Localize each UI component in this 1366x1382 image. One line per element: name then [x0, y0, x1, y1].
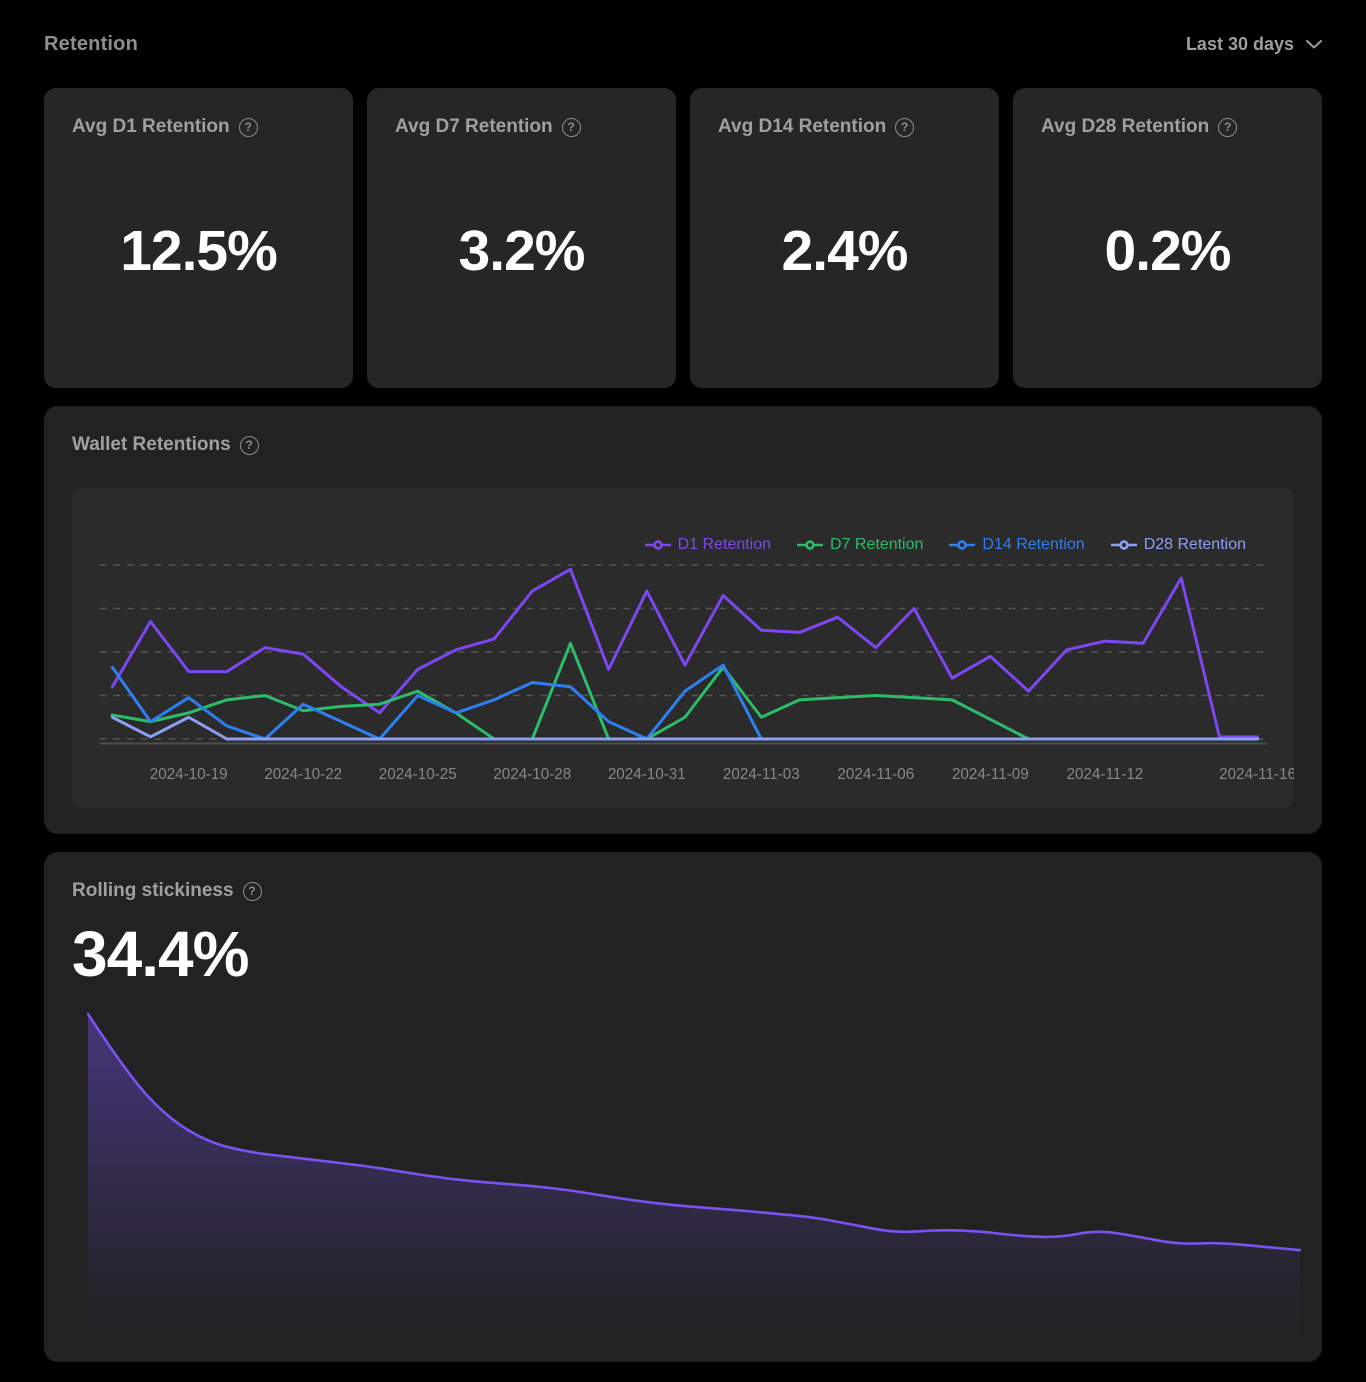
rolling-stickiness-chart-wrap: [72, 1006, 1302, 1341]
stat-card-value: 12.5%: [120, 219, 278, 283]
page-header: Retention Last 30 days: [44, 28, 1322, 60]
rolling-stickiness-section: Rolling stickiness ? 34.4%: [44, 852, 1322, 1362]
rolling-stickiness-plot[interactable]: [72, 1006, 1314, 1336]
wallet-retentions-section: Wallet Retentions ? D1 Retention D7 Reten…: [44, 406, 1322, 834]
help-icon[interactable]: ?: [242, 881, 262, 901]
legend-item[interactable]: D1 Retention: [644, 536, 772, 554]
stat-card-title: Avg D14 Retention: [718, 116, 887, 137]
stat-card-avg-d1-retention: Avg D1 Retention ? 12.5%: [44, 88, 353, 388]
stat-card-avg-d28-retention: Avg D28 Retention ? 0.2%: [1013, 88, 1322, 388]
legend-label: D1 Retention: [677, 536, 772, 553]
stat-card-avg-d7-retention: Avg D7 Retention ? 3.2%: [367, 88, 676, 388]
rolling-stickiness-title: Rolling stickiness: [72, 880, 234, 901]
legend-marker-icon: [644, 540, 671, 550]
svg-text:2024-10-25: 2024-10-25: [379, 766, 457, 783]
svg-text:2024-10-19: 2024-10-19: [150, 766, 228, 783]
stat-card-title: Avg D7 Retention: [395, 116, 553, 137]
wallet-retentions-title: Wallet Retentions: [72, 434, 231, 455]
legend-label: D7 Retention: [830, 536, 924, 553]
legend-marker-icon: [1110, 540, 1137, 550]
svg-text:2024-10-31: 2024-10-31: [608, 766, 686, 783]
svg-text:2024-11-16: 2024-11-16: [1219, 766, 1294, 783]
rolling-stickiness-value: 34.4%: [72, 918, 249, 990]
legend-marker-icon: [797, 540, 824, 550]
stat-card-value: 2.4%: [781, 219, 909, 283]
svg-text:2024-10-22: 2024-10-22: [264, 766, 342, 783]
stat-card-avg-d14-retention: Avg D14 Retention ? 2.4%: [690, 88, 999, 388]
legend-item[interactable]: D14 Retention: [949, 536, 1085, 554]
legend-item[interactable]: D28 Retention: [1110, 536, 1246, 554]
help-icon[interactable]: ?: [561, 117, 581, 137]
legend-marker-icon: [949, 540, 976, 550]
svg-text:2024-11-12: 2024-11-12: [1066, 766, 1143, 783]
date-range-label: Last 30 days: [1185, 33, 1294, 54]
stat-card-grid: Avg D1 Retention ? 12.5% Avg D7 Retentio…: [44, 88, 1322, 388]
date-range-selector[interactable]: Last 30 days: [1186, 34, 1322, 55]
legend-label: D28 Retention: [1143, 536, 1246, 553]
svg-text:2024-11-03: 2024-11-03: [723, 766, 800, 783]
help-icon[interactable]: ?: [239, 435, 259, 455]
page-title: Retention: [44, 32, 139, 55]
wallet-retentions-chart-panel: D1 Retention D7 Retention D14 Retention D28…: [72, 488, 1294, 808]
stat-card-value: 0.2%: [1104, 219, 1232, 283]
stat-card-title: Avg D1 Retention: [72, 116, 230, 137]
svg-text:2024-11-06: 2024-11-06: [837, 766, 914, 783]
svg-text:2024-10-28: 2024-10-28: [493, 766, 571, 783]
svg-text:2024-11-09: 2024-11-09: [952, 766, 1029, 783]
stat-card-value: 3.2%: [458, 219, 586, 283]
stat-card-title: Avg D28 Retention: [1041, 116, 1210, 137]
wallet-chart-legend: D1 Retention D7 Retention D14 Retention D28…: [644, 536, 1246, 554]
wallet-retentions-plot[interactable]: 2024-10-19 2024-10-22 2024-10-25 2024-10-28…: [72, 488, 1294, 808]
help-icon[interactable]: ?: [238, 117, 258, 137]
help-icon[interactable]: ?: [1218, 117, 1238, 137]
chevron-down-icon: [1306, 39, 1322, 48]
help-icon[interactable]: ?: [895, 117, 915, 137]
legend-item[interactable]: D7 Retention: [797, 536, 923, 554]
legend-label: D14 Retention: [982, 536, 1085, 553]
